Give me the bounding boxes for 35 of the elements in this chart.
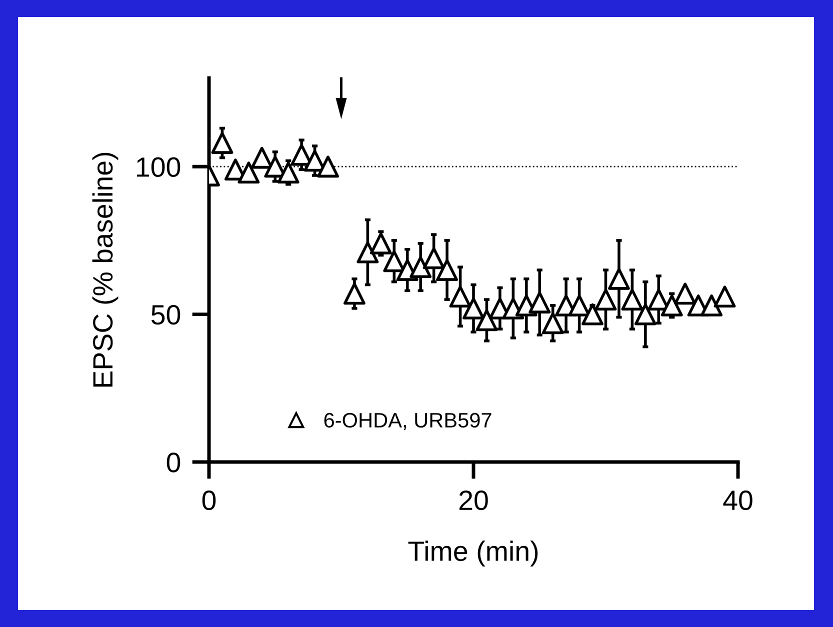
point xyxy=(594,288,617,310)
legend-label: 6-OHDA, URB597 xyxy=(324,412,492,430)
y-tick-label: 0 xyxy=(166,452,180,472)
point xyxy=(674,282,696,305)
point xyxy=(660,294,683,316)
point xyxy=(250,146,273,169)
y-tick-label: 50 xyxy=(151,304,180,325)
point xyxy=(317,156,339,178)
point xyxy=(621,288,644,310)
point xyxy=(277,162,300,184)
point xyxy=(370,232,392,254)
point xyxy=(634,303,656,326)
point xyxy=(449,286,472,308)
point xyxy=(356,241,379,264)
point xyxy=(582,303,604,326)
point xyxy=(608,268,630,290)
y-axis-title: EPSC (% baseline) xyxy=(92,152,118,387)
point xyxy=(700,294,723,316)
point xyxy=(436,259,458,281)
point xyxy=(410,256,432,278)
point xyxy=(568,294,590,316)
point xyxy=(462,297,484,320)
point xyxy=(528,292,551,314)
x-tick-label: 0 xyxy=(202,490,216,510)
x-axis-title: Time (min) xyxy=(408,540,538,567)
point xyxy=(542,312,564,334)
point xyxy=(422,247,445,270)
point xyxy=(714,286,736,308)
x-tick-label: 40 xyxy=(723,490,752,510)
point xyxy=(476,309,498,332)
y-tick-label: 100 xyxy=(137,157,180,177)
point xyxy=(211,132,234,154)
x-tick-label: 20 xyxy=(459,490,488,510)
point xyxy=(238,162,260,184)
point xyxy=(344,282,366,305)
